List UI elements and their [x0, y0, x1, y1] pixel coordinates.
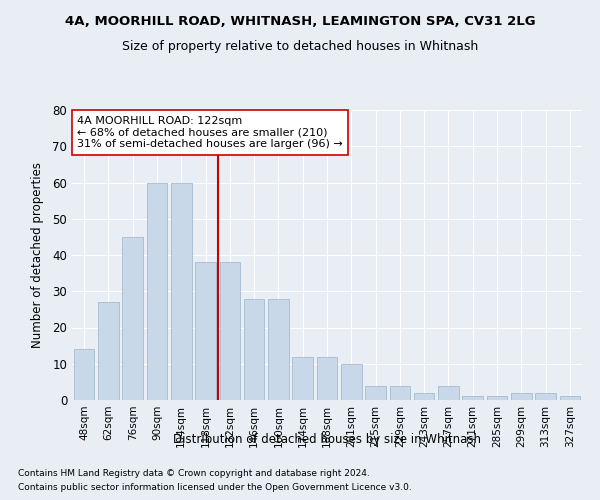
Bar [195, 262, 216, 400]
Text: 4A MOORHILL ROAD: 122sqm
← 68% of detached houses are smaller (210)
31% of semi-: 4A MOORHILL ROAD: 122sqm ← 68% of detach… [77, 116, 343, 149]
Bar [171, 182, 191, 400]
Y-axis label: Number of detached properties: Number of detached properties [31, 162, 44, 348]
Bar [560, 396, 580, 400]
Bar [122, 237, 143, 400]
Bar [341, 364, 362, 400]
Text: Contains public sector information licensed under the Open Government Licence v3: Contains public sector information licen… [18, 484, 412, 492]
Bar [98, 302, 119, 400]
Bar [220, 262, 240, 400]
Bar [74, 349, 94, 400]
Bar [487, 396, 508, 400]
Text: Size of property relative to detached houses in Whitnash: Size of property relative to detached ho… [122, 40, 478, 53]
Text: Contains HM Land Registry data © Crown copyright and database right 2024.: Contains HM Land Registry data © Crown c… [18, 468, 370, 477]
Bar [438, 386, 459, 400]
Bar [317, 356, 337, 400]
Bar [414, 393, 434, 400]
Bar [146, 182, 167, 400]
Bar [244, 298, 265, 400]
Bar [511, 393, 532, 400]
Bar [268, 298, 289, 400]
Text: 4A, MOORHILL ROAD, WHITNASH, LEAMINGTON SPA, CV31 2LG: 4A, MOORHILL ROAD, WHITNASH, LEAMINGTON … [65, 15, 535, 28]
Bar [535, 393, 556, 400]
Bar [389, 386, 410, 400]
Bar [463, 396, 483, 400]
Text: Distribution of detached houses by size in Whitnash: Distribution of detached houses by size … [173, 434, 481, 446]
Bar [292, 356, 313, 400]
Bar [365, 386, 386, 400]
